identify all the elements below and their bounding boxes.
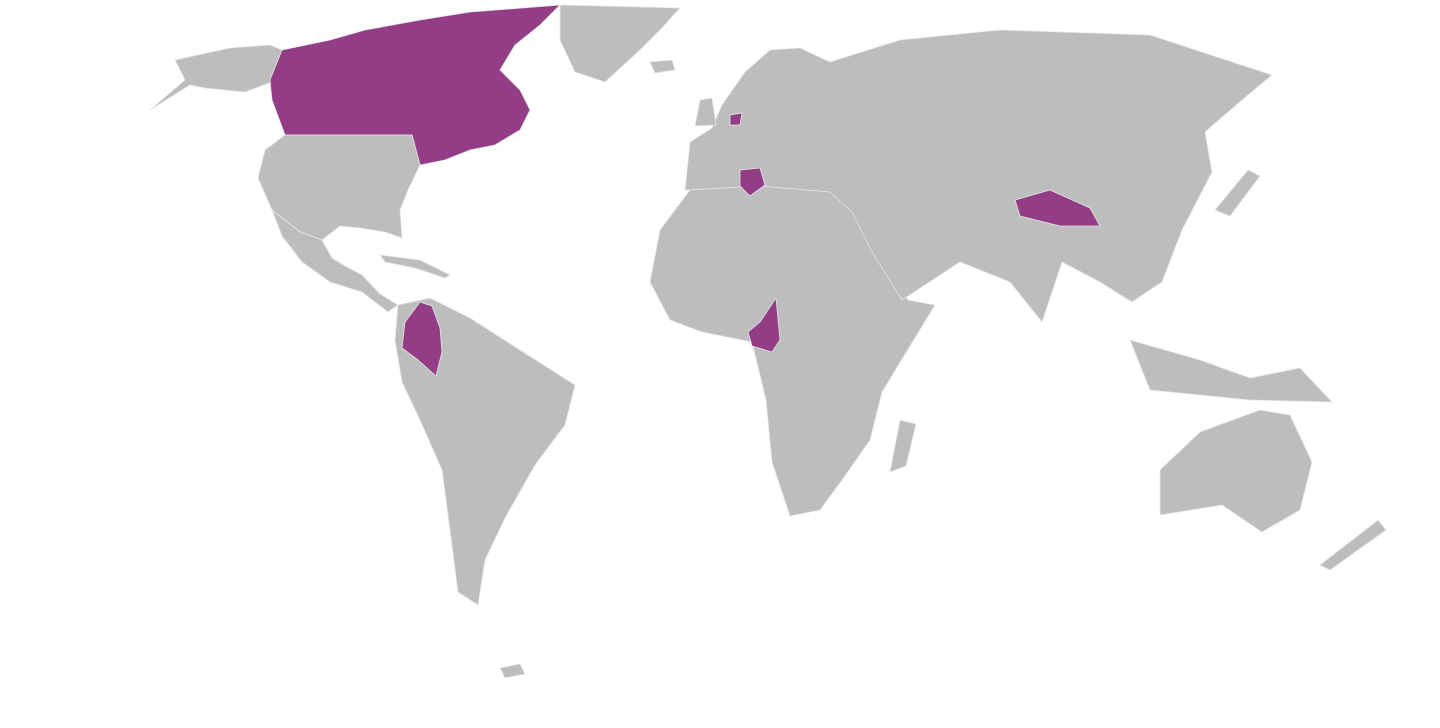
region-central-america (271, 209, 399, 313)
region-united-kingdom (694, 97, 717, 127)
region-greenland (559, 4, 681, 83)
region-netherlands (729, 112, 743, 126)
region-eurasia (684, 29, 1273, 323)
region-united-states (257, 134, 421, 241)
region-colombia (401, 301, 443, 377)
region-madagascar (889, 419, 917, 473)
region-antarctica-fragment (499, 663, 526, 679)
region-cameroon (747, 297, 781, 353)
region-tibet (1014, 189, 1101, 227)
region-caribbean (379, 254, 451, 279)
region-japan (1214, 169, 1261, 217)
region-southeast-asia-islands (1129, 339, 1333, 403)
region-greece (739, 167, 766, 197)
region-australia (1159, 409, 1313, 533)
region-new-zealand (1319, 519, 1387, 571)
land-layer (149, 4, 1387, 679)
region-south-america (394, 297, 576, 606)
region-iceland (649, 59, 676, 74)
region-alaska (149, 44, 283, 111)
